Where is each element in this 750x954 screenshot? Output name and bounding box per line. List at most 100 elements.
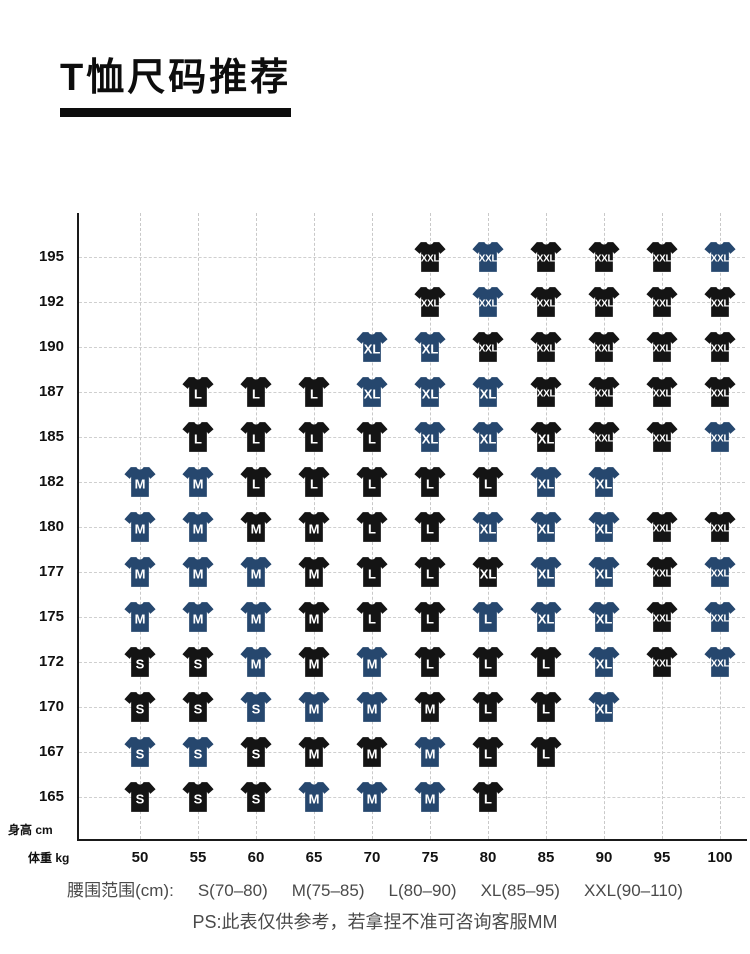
size-badge-label: M <box>134 566 146 582</box>
tshirt-icon <box>124 512 156 542</box>
size-badge-label: L <box>542 746 550 762</box>
size-badge: S <box>239 780 273 814</box>
tshirt-icon <box>588 377 620 407</box>
size-badge: S <box>123 780 157 814</box>
size-badge: S <box>239 735 273 769</box>
tshirt-icon <box>414 557 446 587</box>
size-badge: M <box>297 645 331 679</box>
size-badge: XXL <box>587 330 621 364</box>
y-tick-label: 187 <box>38 383 64 400</box>
size-badge: XXL <box>645 600 679 634</box>
tshirt-icon <box>472 602 504 632</box>
size-badge-label: XL <box>537 521 555 537</box>
size-badge: L <box>529 690 563 724</box>
size-badge: S <box>181 780 215 814</box>
size-badge-label: XL <box>595 521 613 537</box>
size-badge: XL <box>587 510 621 544</box>
tshirt-icon <box>298 557 330 587</box>
size-badge-label: S <box>251 746 261 762</box>
tshirt-icon <box>298 647 330 677</box>
horizontal-gridline <box>79 752 745 753</box>
size-badge-label: XL <box>537 566 555 582</box>
x-tick-label: 95 <box>653 849 671 866</box>
size-badge-label: XXL <box>652 658 672 670</box>
y-tick-label: 195 <box>38 248 64 265</box>
size-badge: XL <box>413 330 447 364</box>
waist-range-l: L(80–90) <box>388 881 457 900</box>
size-badge-label: XXL <box>478 253 498 265</box>
size-badge: XXL <box>529 285 563 319</box>
tshirt-icon <box>588 242 620 272</box>
size-badge-label: L <box>426 476 434 492</box>
size-badge: XXL <box>703 510 737 544</box>
size-badge-label: L <box>368 431 376 447</box>
size-badge: M <box>123 510 157 544</box>
size-badge-label: XXL <box>652 298 672 310</box>
size-badge: XXL <box>413 285 447 319</box>
tshirt-icon <box>530 737 562 767</box>
tshirt-icon <box>298 782 330 812</box>
size-badge: M <box>413 690 447 724</box>
horizontal-gridline <box>79 662 745 663</box>
size-badge-label: XL <box>595 566 613 582</box>
size-badge-label: M <box>134 476 146 492</box>
size-badge: L <box>471 600 505 634</box>
size-badge-label: XL <box>595 476 613 492</box>
tshirt-icon <box>356 782 388 812</box>
tshirt-icon <box>472 782 504 812</box>
size-badge-label: M <box>134 521 146 537</box>
tshirt-icon <box>646 332 678 362</box>
size-badge: M <box>297 600 331 634</box>
size-badge-label: XXL <box>710 568 730 580</box>
tshirt-icon <box>588 332 620 362</box>
tshirt-icon <box>530 377 562 407</box>
waist-range-xl: XL(85–95) <box>480 881 560 900</box>
size-badge-label: XL <box>537 431 555 447</box>
tshirt-icon <box>414 242 446 272</box>
tshirt-icon <box>414 647 446 677</box>
size-badge: XXL <box>529 375 563 409</box>
tshirt-icon <box>240 692 272 722</box>
size-badge-label: M <box>192 566 204 582</box>
size-badge-label: L <box>426 566 434 582</box>
tshirt-icon <box>414 512 446 542</box>
size-badge-label: XXL <box>710 658 730 670</box>
tshirt-icon <box>414 782 446 812</box>
size-badge: XL <box>355 330 389 364</box>
size-badge: M <box>239 600 273 634</box>
tshirt-icon <box>472 332 504 362</box>
tshirt-icon <box>704 287 736 317</box>
tshirt-icon <box>356 557 388 587</box>
waist-range-xxl: XXL(90–110) <box>583 881 683 900</box>
tshirt-icon <box>414 422 446 452</box>
size-badge: XL <box>471 555 505 589</box>
size-badge: M <box>181 465 215 499</box>
size-badge: L <box>355 465 389 499</box>
size-badge: L <box>471 465 505 499</box>
tshirt-icon <box>182 647 214 677</box>
size-badge-label: M <box>424 746 436 762</box>
size-badge-label: L <box>542 656 550 672</box>
size-badge: L <box>471 735 505 769</box>
size-badge-label: XL <box>595 701 613 717</box>
size-badge: S <box>181 735 215 769</box>
waist-range-row: 腰围范围(cm): S(70–80) M(75–85) L(80–90) XL(… <box>0 876 750 901</box>
size-badge: XL <box>529 420 563 454</box>
tshirt-icon <box>240 377 272 407</box>
size-badge: XXL <box>703 285 737 319</box>
size-badge-label: M <box>192 611 204 627</box>
tshirt-icon <box>240 422 272 452</box>
tshirt-icon <box>530 242 562 272</box>
tshirt-icon <box>646 377 678 407</box>
horizontal-gridline <box>79 482 745 483</box>
tshirt-icon <box>530 287 562 317</box>
size-badge-label: M <box>424 791 436 807</box>
size-badge: XXL <box>413 240 447 274</box>
size-badge-label: M <box>366 656 378 672</box>
size-badge: XXL <box>471 285 505 319</box>
horizontal-gridline <box>79 527 745 528</box>
size-badge: XL <box>529 555 563 589</box>
tshirt-icon <box>124 467 156 497</box>
x-tick-label: 50 <box>131 849 149 866</box>
size-badge: XL <box>587 555 621 589</box>
